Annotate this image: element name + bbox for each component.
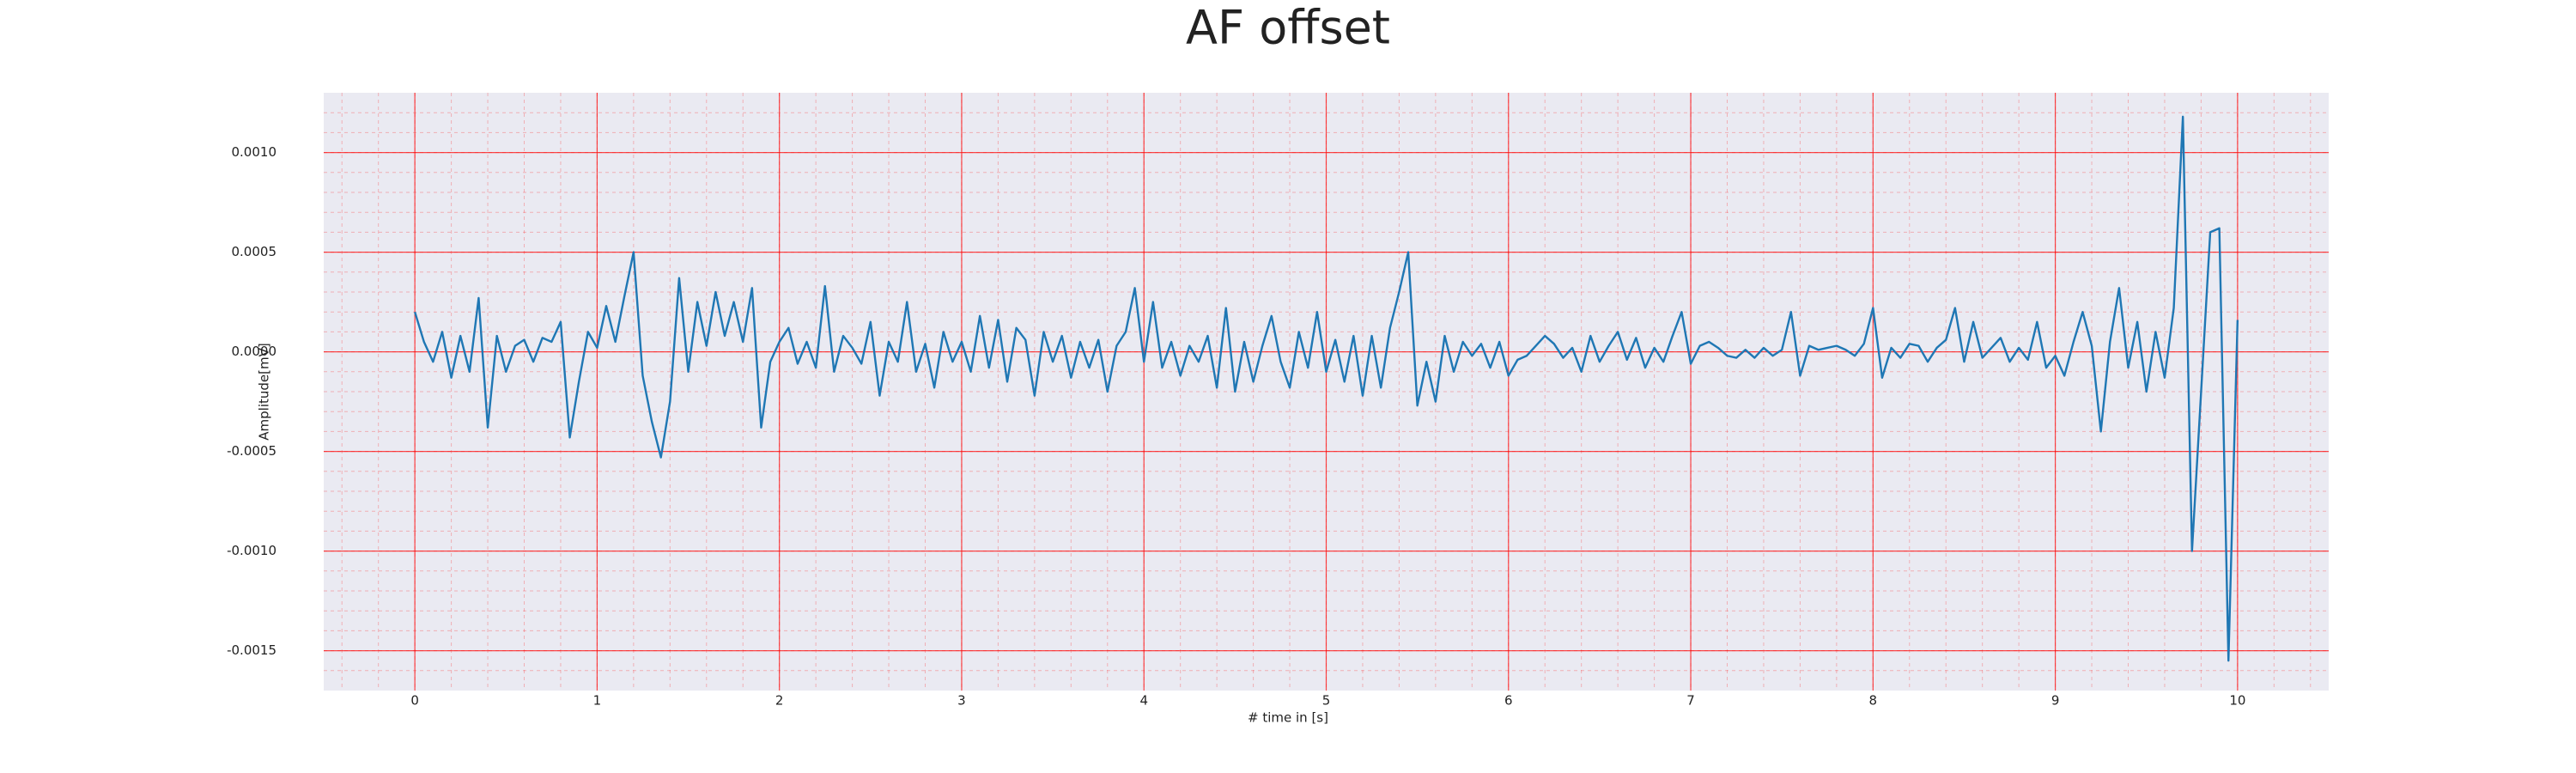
x-tick-label: 4 [1139, 693, 1148, 709]
y-tick-label: 0.0005 [232, 244, 277, 259]
chart-title: AF offset [1186, 1, 1390, 55]
x-tick-label: 3 [957, 693, 966, 709]
y-tick-label: 0.0010 [232, 144, 277, 160]
data-line [413, 115, 2239, 662]
y-tick-label: -0.0010 [227, 543, 276, 558]
x-tick-label: 10 [2229, 693, 2245, 709]
x-tick-label: 8 [1869, 693, 1878, 709]
x-tick-label: 2 [775, 693, 784, 709]
x-tick-label: 9 [2051, 693, 2060, 709]
y-tick-label: -0.0015 [227, 642, 276, 658]
x-tick-label: 5 [1322, 693, 1331, 709]
x-tick-label: 6 [1504, 693, 1513, 709]
x-tick-label: 1 [593, 693, 602, 709]
x-tick-label: 7 [1686, 693, 1695, 709]
x-axis-label: # time in [s] [1248, 710, 1328, 726]
y-tick-label: 0.0000 [232, 344, 277, 359]
y-tick-label: -0.0005 [227, 443, 276, 459]
x-tick-label: 0 [410, 693, 419, 709]
y-axis-label: Amplitude[mV] [257, 343, 272, 440]
